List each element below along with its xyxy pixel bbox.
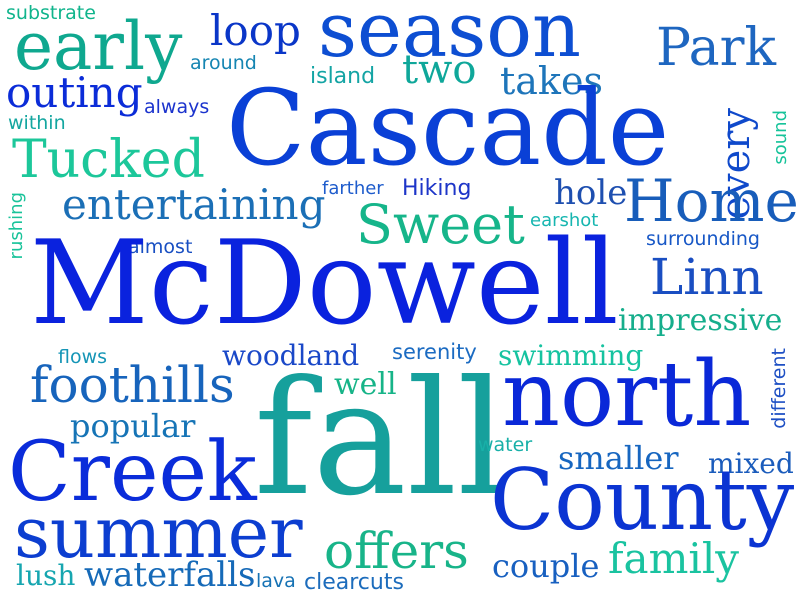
word-clearcuts: clearcuts <box>304 570 404 595</box>
word-sound: sound <box>770 110 791 165</box>
word-within: within <box>8 112 66 134</box>
word-offers: offers <box>324 522 469 580</box>
word-rushing: rushing <box>6 192 27 260</box>
word-woodland: woodland <box>222 339 360 372</box>
word-smaller: smaller <box>558 439 679 477</box>
word-sweet: Sweet <box>356 193 525 256</box>
word-summer: summer <box>14 492 303 574</box>
word-county: County <box>490 451 795 549</box>
word-family: family <box>608 534 740 583</box>
word-impressive: impressive <box>618 303 783 338</box>
word-different: different <box>768 348 790 429</box>
word-earshot: earshot <box>530 210 599 231</box>
word-almost: almost <box>128 236 193 258</box>
word-lush: lush <box>16 559 76 592</box>
word-loop: loop <box>210 6 301 55</box>
word-cascade: Cascade <box>226 67 670 189</box>
word-home: Home <box>624 167 799 235</box>
word-farther: farther <box>322 178 384 199</box>
word-well: well <box>334 367 397 402</box>
word-park: Park <box>656 18 777 78</box>
word-island: island <box>310 64 376 89</box>
word-hiking: Hiking <box>402 176 472 201</box>
word-mixed: mixed <box>708 447 794 480</box>
word-couple: couple <box>492 547 600 585</box>
word-mcdowell: McDowell <box>30 216 619 351</box>
word-entertaining: entertaining <box>62 180 326 229</box>
word-foothills: foothills <box>30 356 235 414</box>
word-substrate: substrate <box>6 2 96 24</box>
word-outing: outing <box>6 68 143 117</box>
word-swimming: swimming <box>498 339 644 372</box>
word-early: early <box>14 8 183 85</box>
word-flows: flows <box>58 346 108 368</box>
word-linn: Linn <box>650 248 764 306</box>
word-season: season <box>318 0 581 74</box>
word-fall: fall <box>254 347 508 531</box>
word-hole: hole <box>554 173 628 213</box>
word-popular: popular <box>70 407 196 445</box>
word-serenity: serenity <box>392 340 477 364</box>
word-around: around <box>190 52 257 74</box>
word-tucked: Tucked <box>12 130 205 190</box>
word-water: water <box>478 434 533 456</box>
word-surrounding: surrounding <box>646 228 760 250</box>
word-waterfalls: waterfalls <box>84 555 256 595</box>
word-takes: takes <box>500 59 603 103</box>
word-creek: Creek <box>8 425 257 520</box>
word-lava: lava <box>256 570 296 592</box>
word-two: two <box>402 47 477 93</box>
word-always: always <box>144 96 210 118</box>
word-north: north <box>502 342 752 447</box>
